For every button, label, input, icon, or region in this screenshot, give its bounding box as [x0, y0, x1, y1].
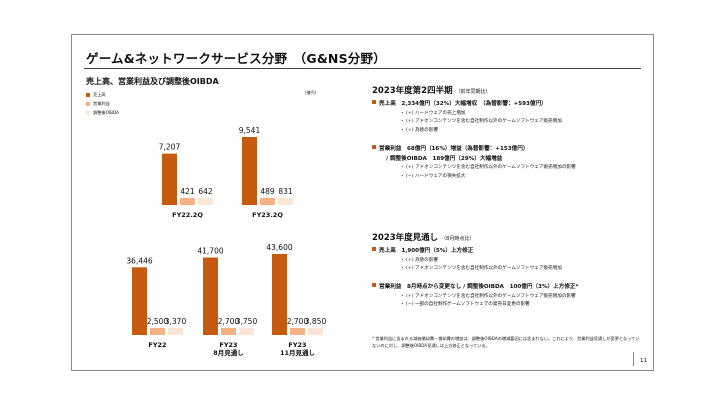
- data-label-adjusted-oibda: 3,370: [165, 317, 187, 326]
- data-label-operating-income: 421: [180, 187, 195, 196]
- data-label-sales: 9,541: [239, 126, 261, 135]
- slide: ゲーム&ネットワークサービス分野 （G&NS分野） 売上高、営業利益及び調整後O…: [71, 34, 654, 371]
- chart-section-title: 売上高、営業利益及び調整後OIBDA: [86, 77, 219, 86]
- fy-income-factor: ・ (+) アドオンコンテンツを含む自社制作以外のゲームソフトウェア販売増加の影…: [400, 293, 576, 299]
- fy-section-title: 2023年度見通し （8月時点比）: [372, 231, 650, 243]
- q2-income-bullet: 営業利益 68億円（16%）増益（為替影響：+153億円）: [372, 144, 650, 152]
- chart-unit: (億円): [305, 90, 317, 95]
- fy-sales-factor: ・ (+) 為替の影響: [400, 257, 438, 263]
- q2-income-text: 営業利益 68億円（16%）増益（為替影響：+153億円）: [379, 145, 529, 152]
- category-label: FY22.2Q: [172, 211, 203, 219]
- q2-sales-factor: ・ (+) 為替の影響: [400, 127, 438, 133]
- data-label-sales: 41,700: [197, 247, 223, 256]
- data-label-sales: 36,446: [126, 256, 152, 265]
- legend-label-operating-income: 営業利益: [93, 101, 110, 106]
- fy-sales-bullet: 売上高 1,900億円（5%）上方修正: [372, 246, 650, 254]
- legend-item-adjusted-oibda: 調整後OIBDA: [86, 108, 119, 117]
- bullet-square-icon: [372, 144, 376, 149]
- chart-legend: 売上高 営業利益 調整後OIBDA: [86, 90, 119, 117]
- legend-swatch-adjusted-oibda: [86, 110, 90, 115]
- category-label: FY23: [219, 341, 237, 349]
- bar-sales: [203, 257, 218, 335]
- fy-outlook-section: 2023年度見通し （8月時点比） 売上高 1,900億円（5%）上方修正 ・ …: [372, 231, 650, 307]
- fy-income-text: 営業利益 8月時点から変更なし / 調整後OIBDA 100億円（3%）上方修正…: [379, 284, 579, 290]
- q2-title-note: （前年同期比）: [455, 89, 491, 95]
- bar-sales: [242, 137, 257, 205]
- fy-title-note: （8月時点比）: [441, 236, 475, 242]
- legend-label-sales: 売上高: [93, 92, 106, 97]
- title-divider: [84, 68, 641, 69]
- bar-adjusted-oibda: [278, 198, 293, 205]
- data-label-operating-income: 2,500: [147, 317, 169, 326]
- bar-charts: 7,207 421 642 FY22.2Q 9,541 489 831 FY23.2Q 36,4…: [126, 126, 327, 357]
- data-label-operating-income: 489: [260, 187, 275, 196]
- bar-operating-income: [260, 198, 275, 205]
- category-label: FY23.2Q: [252, 211, 283, 219]
- bullet-square-icon: [372, 283, 376, 287]
- bullet-square-icon: [372, 247, 376, 251]
- legend-item-sales: 売上高: [86, 90, 119, 99]
- data-label-adjusted-oibda: 3,750: [236, 317, 258, 326]
- q2-title-text: 2023年度第2四半期: [372, 86, 453, 96]
- bar-operating-income: [221, 328, 236, 335]
- legend-label-adjusted-oibda: 調整後OIBDA: [93, 110, 119, 115]
- q2-section: 2023年度第2四半期 （前年同期比） 売上高 2,334億円（32%）大幅増収…: [372, 84, 650, 179]
- data-label-adjusted-oibda: 642: [198, 187, 213, 196]
- bar-adjusted-oibda: [308, 327, 323, 335]
- q2-oibda-line: / 調整後OIBDA 189億円（29%）大幅増益: [386, 155, 503, 162]
- bar-operating-income: [180, 198, 195, 205]
- slide-title: ゲーム&ネットワークサービス分野 （G&NS分野）: [86, 51, 386, 66]
- category-label: 8月見通し: [213, 348, 244, 357]
- data-label-adjusted-oibda: 3,850: [305, 317, 327, 326]
- fy-title-text: 2023年度見通し: [372, 233, 439, 243]
- bullet-square-icon: [372, 100, 376, 104]
- bar-adjusted-oibda: [198, 198, 213, 205]
- legend-item-operating-income: 営業利益: [86, 99, 119, 108]
- bar-sales: [162, 153, 177, 205]
- category-label: 11月見通し: [280, 348, 315, 357]
- fy-income-factor: ・ (−) 一部の自社制作ゲームソフトウェアの発売日変更の影響: [400, 302, 530, 307]
- data-label-sales: 43,600: [266, 243, 292, 252]
- bar-operating-income: [150, 328, 165, 335]
- q2-sales-bullet: 売上高 2,334億円（32%）大幅増収 （為替影響：+593億円）: [372, 99, 650, 107]
- category-label: FY23: [288, 341, 306, 349]
- fy-sales-text: 売上高 1,900億円（5%）上方修正: [379, 248, 474, 254]
- bar-adjusted-oibda: [168, 328, 183, 335]
- data-label-operating-income: 2,700: [218, 317, 240, 326]
- q2-sales-factor: ・ (+) アドオンコンテンツを含む自社制作以外のゲームソフトウェア販売増加: [400, 119, 562, 124]
- legend-swatch-sales: [86, 92, 90, 97]
- bar-sales: [132, 267, 147, 335]
- q2-section-title: 2023年度第2四半期 （前年同期比）: [372, 84, 650, 96]
- fy-income-bullet: 営業利益 8月時点から変更なし / 調整後OIBDA 100億円（3%）上方修正…: [372, 282, 650, 290]
- data-label-operating-income: 2,700: [287, 317, 309, 326]
- q2-income-factor: ・ (+) アドオンコンテンツを含む自社制作以外のゲームソフトウェア販売増加の影…: [400, 165, 576, 170]
- page-number: 11: [640, 358, 647, 364]
- data-label-adjusted-oibda: 831: [278, 187, 293, 196]
- data-label-sales: 7,207: [159, 143, 181, 152]
- fy-sales-factor: ・ (+) アドオンコンテンツを含む自社制作以外のゲームソフトウェア販売増加: [400, 266, 562, 271]
- bar-sales: [272, 254, 287, 335]
- legend-swatch-operating-income: [86, 101, 90, 106]
- q2-sales-text: 売上高 2,334億円（32%）大幅増収 （為替影響：+593億円）: [379, 101, 547, 107]
- bar-adjusted-oibda: [239, 328, 254, 335]
- category-label: FY22: [148, 341, 166, 349]
- q2-sales-factor: ・ (+) ハードウェアの売上増加: [400, 110, 466, 116]
- page-number-divider: [633, 352, 634, 366]
- q2-income-factor: ・ (−) ハードウェアの損失拡大: [400, 173, 466, 179]
- bar-operating-income: [290, 328, 305, 335]
- footnote: * 営業利益に含まれる減価償却費・償却費の増加は、調整後OIBDAの増減要因には…: [372, 336, 640, 348]
